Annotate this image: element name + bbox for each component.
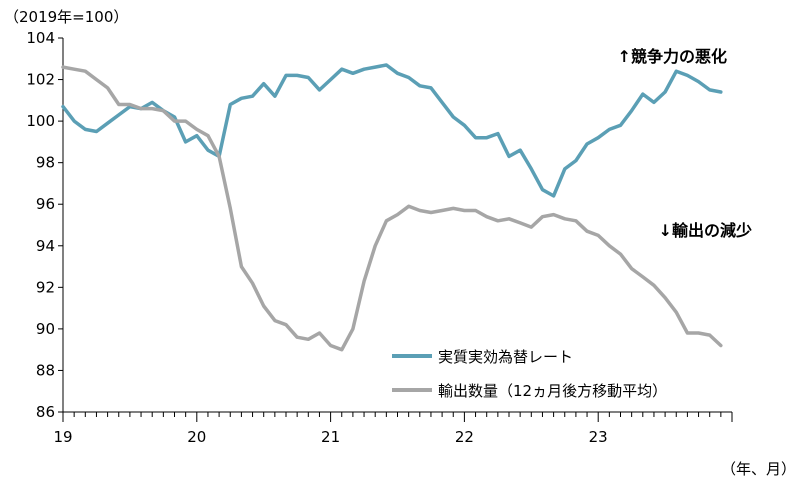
y-tick-label: 98 [36,154,55,172]
y-tick-label: 96 [36,195,55,213]
x-axis: 19 20 21 22 23 [53,411,733,446]
x-tick-label: 23 [589,428,608,446]
y-tick-label: 88 [36,361,55,379]
series-line-real-effective-exchange-rate [61,63,723,198]
y-axis: 86 88 90 92 94 96 98 100 102 104 [26,29,64,421]
x-tick-label: 19 [53,428,72,446]
y-tick-label: 90 [36,320,55,338]
annotation-export-decline: ↓輸出の減少 [659,221,752,240]
legend-label-real-effective-exchange-rate: 実質実効為替レート [438,348,573,366]
legend-label-export-volume: 輸出数量（12ヵ月後方移動平均） [438,382,667,400]
x-tick-label: 22 [455,428,474,446]
y-tick-label: 100 [26,112,55,130]
plot-lines [61,63,723,352]
y-unit-label: （2019年=100） [4,8,128,26]
y-tick-label: 86 [36,403,55,421]
legend: 実質実効為替レート 輸出数量（12ヵ月後方移動平均） [392,348,667,400]
series-line-export-volume [61,65,723,352]
y-tick-label: 94 [36,237,55,255]
y-tick-label: 102 [26,71,55,89]
annotation-competitiveness-worsening: ↑競争力の悪化 [618,47,727,66]
x-tick-label: 20 [187,428,206,446]
x-tick-label: 21 [321,428,340,446]
y-tick-label: 104 [26,29,55,47]
y-tick-label: 92 [36,278,55,296]
x-unit-label: （年、月） [721,460,796,478]
